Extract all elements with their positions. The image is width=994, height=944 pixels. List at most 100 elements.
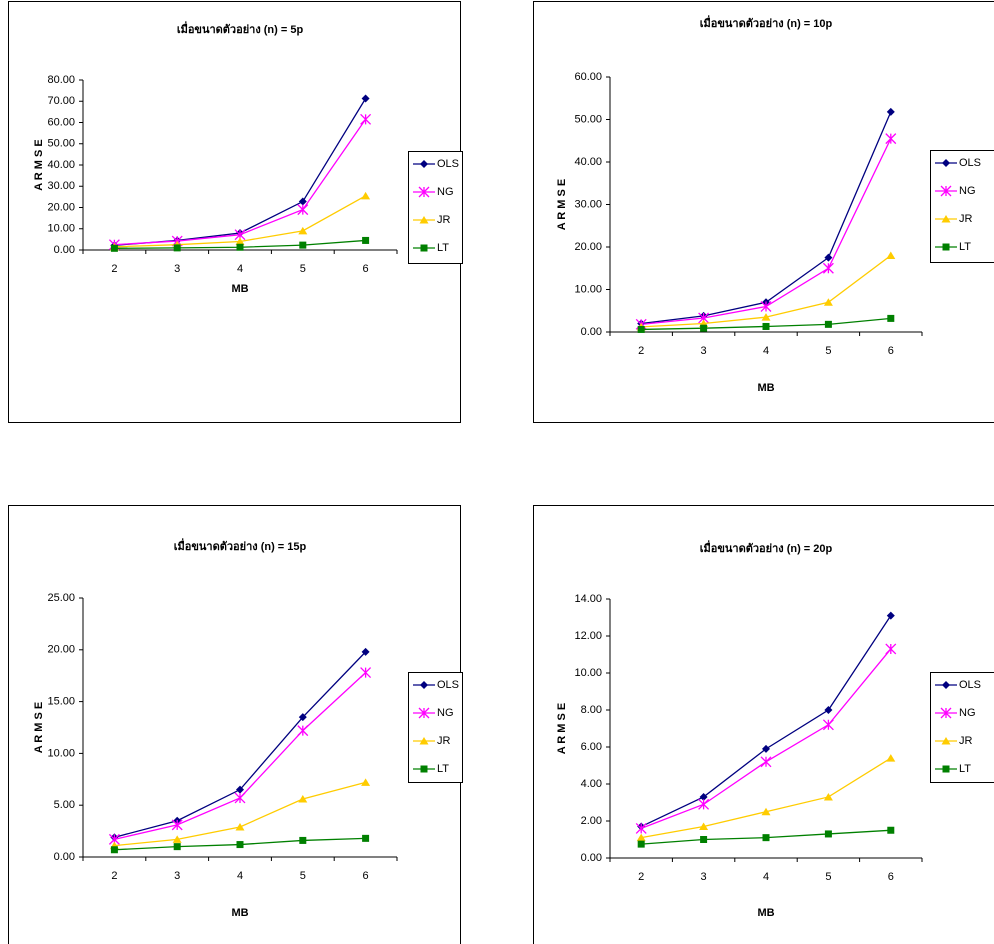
marker xyxy=(887,315,894,322)
y-tick-label: 0.00 xyxy=(54,244,75,256)
x-tick-label: 6 xyxy=(888,345,894,357)
x-tick-label: 3 xyxy=(174,263,180,275)
x-tick-label: 3 xyxy=(701,871,707,883)
legend-label: OLS xyxy=(959,157,981,169)
marker xyxy=(299,242,306,249)
marker xyxy=(943,244,950,251)
y-tick-label: 8.00 xyxy=(581,704,602,716)
marker xyxy=(236,823,245,831)
y-tick-label: 50.00 xyxy=(47,138,75,150)
series-line xyxy=(114,652,365,837)
legend-label: JR xyxy=(437,214,451,226)
marker xyxy=(362,94,370,102)
x-axis-title: MB xyxy=(757,382,774,394)
x-axis-title: MB xyxy=(757,907,774,919)
marker xyxy=(825,830,832,837)
x-tick-label: 6 xyxy=(363,263,369,275)
chart: เมื่อขนาดตัวอย่าง (n) = 5p0.0010.0020.00… xyxy=(9,2,463,423)
y-tick-label: 10.00 xyxy=(574,283,602,295)
y-tick-label: 25.00 xyxy=(47,592,75,604)
marker xyxy=(887,827,894,834)
x-tick-label: 2 xyxy=(111,870,117,882)
page: เมื่อขนาดตัวอย่าง (n) = 5p0.0010.0020.00… xyxy=(0,0,994,944)
marker xyxy=(298,227,307,235)
y-tick-label: 14.00 xyxy=(574,593,602,605)
series-line xyxy=(641,139,891,325)
marker xyxy=(886,134,896,144)
y-tick-label: 4.00 xyxy=(581,778,602,790)
y-tick-label: 20.00 xyxy=(574,241,602,253)
y-tick-label: 0.00 xyxy=(54,851,75,863)
marker xyxy=(361,192,370,200)
marker xyxy=(174,244,181,251)
chart-title: เมื่อขนาดตัวอย่าง (n) = 10p xyxy=(700,15,833,30)
x-tick-label: 4 xyxy=(763,871,769,883)
x-axis-title: MB xyxy=(231,907,248,919)
marker xyxy=(943,766,950,773)
y-tick-label: 2.00 xyxy=(581,815,602,827)
legend-label: NG xyxy=(437,186,454,198)
marker xyxy=(763,834,770,841)
marker xyxy=(636,823,646,833)
y-tick-label: 60.00 xyxy=(574,71,602,83)
marker xyxy=(421,766,428,773)
y-tick-label: 70.00 xyxy=(47,95,75,107)
y-tick-label: 12.00 xyxy=(574,630,602,642)
chart-frame xyxy=(9,506,461,944)
legend-label: NG xyxy=(959,185,976,197)
marker xyxy=(824,793,833,801)
legend-label: JR xyxy=(959,213,973,225)
y-tick-label: 30.00 xyxy=(574,198,602,210)
y-tick-label: 0.00 xyxy=(581,326,602,338)
y-axis-title: A R M S E xyxy=(33,702,45,754)
y-tick-label: 10.00 xyxy=(47,223,75,235)
marker xyxy=(638,326,645,333)
chart-title: เมื่อขนาดตัวอย่าง (n) = 15p xyxy=(174,538,307,553)
series-line xyxy=(641,758,891,838)
x-tick-label: 2 xyxy=(638,871,644,883)
chart-frame xyxy=(534,2,994,423)
chart: เมื่อขนาดตัวอย่าง (n) = 20p0.002.004.006… xyxy=(534,506,994,944)
marker xyxy=(887,108,895,116)
marker xyxy=(237,244,244,251)
x-tick-label: 4 xyxy=(237,870,243,882)
series-line xyxy=(114,673,365,840)
marker xyxy=(298,205,308,215)
marker xyxy=(886,644,896,654)
y-tick-label: 30.00 xyxy=(47,180,75,192)
legend-label: LT xyxy=(437,763,449,775)
marker xyxy=(823,263,833,273)
marker xyxy=(172,820,182,830)
marker xyxy=(763,323,770,330)
series-line xyxy=(114,98,365,245)
x-tick-label: 5 xyxy=(300,870,306,882)
legend-label: NG xyxy=(437,707,454,719)
marker xyxy=(887,612,895,620)
x-tick-label: 5 xyxy=(825,871,831,883)
marker xyxy=(299,837,306,844)
marker xyxy=(111,846,118,853)
marker xyxy=(111,245,118,252)
y-tick-label: 6.00 xyxy=(581,741,602,753)
x-tick-label: 2 xyxy=(638,345,644,357)
marker xyxy=(421,245,428,252)
legend-label: NG xyxy=(959,707,976,719)
y-tick-label: 60.00 xyxy=(47,116,75,128)
y-tick-label: 10.00 xyxy=(47,747,75,759)
x-tick-label: 6 xyxy=(363,870,369,882)
legend-label: LT xyxy=(437,242,449,254)
x-tick-label: 3 xyxy=(174,870,180,882)
marker xyxy=(699,799,709,809)
y-tick-label: 10.00 xyxy=(574,667,602,679)
chart-title: เมื่อขนาดตัวอย่าง (n) = 20p xyxy=(700,540,833,555)
marker xyxy=(361,668,371,678)
y-tick-label: 80.00 xyxy=(47,74,75,86)
legend-label: LT xyxy=(959,763,971,775)
y-tick-label: 5.00 xyxy=(54,799,75,811)
legend-label: LT xyxy=(959,241,971,253)
marker xyxy=(235,793,245,803)
legend-label: OLS xyxy=(437,679,459,691)
y-tick-label: 20.00 xyxy=(47,201,75,213)
chart: เมื่อขนาดตัวอย่าง (n) = 10p 0.00 10.00 20.0… xyxy=(534,2,994,423)
y-tick-label: 50.00 xyxy=(574,113,602,125)
